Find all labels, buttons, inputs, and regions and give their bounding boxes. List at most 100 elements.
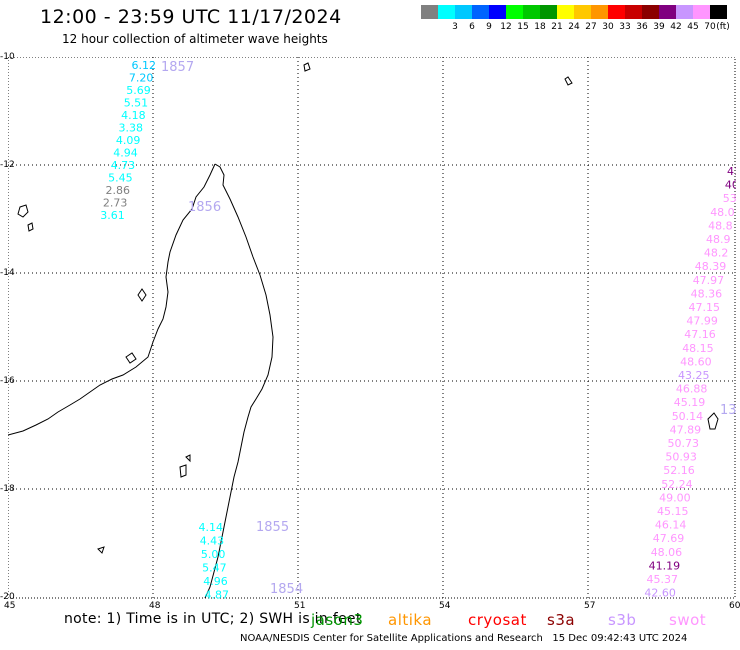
satellite-altika-label: altika	[388, 611, 433, 629]
wave-height-label: 48.60	[680, 355, 712, 368]
lon-label: 60	[729, 601, 740, 611]
lat-label: -12	[0, 160, 15, 170]
islands	[17, 62, 719, 554]
wave-height-label: 52.16	[663, 464, 695, 477]
note-text: note: 1) Time is in UTC; 2) SWH is in fe…	[64, 611, 362, 627]
legend-swatch	[421, 5, 438, 19]
map-title: 12:00 - 23:59 UTC 11/17/2024	[40, 6, 342, 28]
legend-label: 6	[469, 22, 475, 32]
lon-label: 48	[149, 601, 161, 611]
wave-height-label: 6.12	[132, 59, 157, 72]
legend-label: 12	[500, 22, 512, 32]
madagascar-coastline	[8, 163, 274, 599]
legend-swatch	[506, 5, 523, 19]
legend-swatch	[710, 5, 727, 19]
wave-height-label: 4.14	[199, 521, 224, 534]
wave-height-label: 4.87	[205, 589, 230, 600]
legend-label: 42	[670, 22, 682, 32]
lat-label: -16	[0, 376, 15, 386]
wave-height-label: 47.15	[689, 301, 721, 314]
wave-height-label: 48.06	[651, 546, 683, 559]
wave-height-label: 48.39	[695, 260, 727, 273]
credit-text: NOAA/NESDIS Center for Satellite Applica…	[240, 633, 543, 644]
wave-height-label: 3.38	[119, 122, 144, 135]
wave-height-label: 48.2	[704, 247, 729, 260]
legend-label: 3	[452, 22, 458, 32]
wave-height-label: 43.25	[678, 369, 710, 382]
wave-height-label: 46.14	[655, 519, 687, 532]
wave-height-label: 47.69	[653, 532, 685, 545]
legend-unit: (ft)	[716, 22, 730, 32]
legend-swatch	[455, 5, 472, 19]
wave-height-label: 48.9	[706, 233, 731, 246]
wave-height-label: 4.09	[116, 134, 141, 147]
legend-label: 27	[585, 22, 597, 32]
timestamp-text: 15 Dec 09:42:43 UTC 2024	[552, 633, 688, 644]
lat-label: -20	[0, 592, 15, 602]
legend-swatch	[540, 5, 557, 19]
wave-height-label: 40	[725, 179, 736, 192]
satellite-jason3-label: jason3	[311, 611, 364, 629]
lat-label: -10	[0, 52, 15, 62]
wave-height-label: 42.60	[644, 587, 676, 599]
lon-label: 54	[439, 601, 451, 611]
legend-label: 39	[653, 22, 665, 32]
track-id-label: 1856	[188, 200, 221, 215]
satellite-cryosat-label: cryosat	[468, 611, 527, 629]
lon-label: 51	[294, 601, 306, 611]
wave-height-label: 5.51	[124, 97, 149, 110]
legend-swatch	[557, 5, 574, 19]
legend-label: 36	[636, 22, 648, 32]
legend-swatch	[625, 5, 642, 19]
satellite-s3b-label: s3b	[608, 611, 637, 629]
wave-height-label: 53	[723, 192, 736, 205]
wave-height-label: 4.73	[111, 159, 136, 172]
wave-height-label: 41	[727, 165, 736, 178]
wave-height-label: 47.99	[686, 315, 718, 328]
lon-label: 57	[584, 601, 596, 611]
legend-label: 24	[568, 22, 580, 32]
track-label: 13	[720, 403, 736, 418]
wave-height-label: 7.20	[129, 72, 154, 85]
legend-label: 45	[687, 22, 699, 32]
legend-label: 33	[619, 22, 631, 32]
satellite-s3a-label: s3a	[547, 611, 576, 629]
wave-height-label: 3.61	[100, 209, 125, 222]
legend-swatch	[591, 5, 608, 19]
wave-height-label: 5.45	[108, 172, 133, 185]
wave-height-label: 5.69	[126, 84, 151, 97]
wave-height-label: 50.73	[668, 437, 700, 450]
track-id-label: 1854	[270, 582, 303, 597]
wave-height-label: 49.00	[659, 491, 691, 504]
legend-swatch	[642, 5, 659, 19]
wave-height-label: 52.24	[661, 478, 693, 491]
legend-swatch	[676, 5, 693, 19]
legend-label: 9	[486, 22, 492, 32]
wave-height-label: 45.19	[674, 396, 706, 409]
wave-height-label: 50.93	[665, 451, 697, 464]
legend-label: 15	[517, 22, 529, 32]
legend-swatch	[693, 5, 710, 19]
wave-height-label: 48.0	[710, 206, 735, 219]
wave-height-label: 2.73	[103, 197, 128, 210]
wave-height-label: 5.00	[201, 548, 226, 561]
legend-swatch	[574, 5, 591, 19]
lat-label: -14	[0, 268, 15, 278]
legend-label: 30	[602, 22, 614, 32]
legend-swatch	[659, 5, 676, 19]
legend-swatch	[438, 5, 455, 19]
wave-height-label: 4.18	[121, 109, 146, 122]
legend-swatch	[472, 5, 489, 19]
map-subtitle: 12 hour collection of altimeter wave hei…	[62, 32, 328, 46]
lat-label: -18	[0, 484, 15, 494]
wave-height-label: 5.47	[202, 562, 227, 575]
wave-height-label: 47.89	[670, 423, 702, 436]
legend-label: 18	[534, 22, 546, 32]
wave-height-label: 47.16	[684, 328, 716, 341]
track-id-label: 1857	[161, 60, 194, 75]
legend-label: 70	[704, 22, 716, 32]
wave-height-label: 41.19	[649, 559, 681, 572]
wave-height-label: 47.97	[693, 274, 725, 287]
credit-line: NOAA/NESDIS Center for Satellite Applica…	[240, 633, 687, 644]
